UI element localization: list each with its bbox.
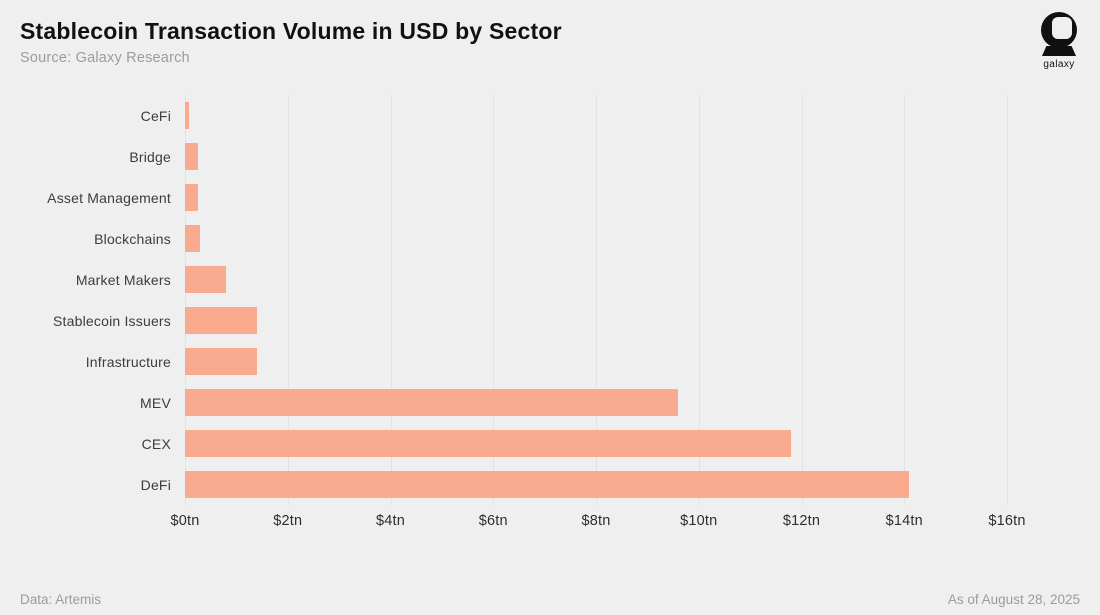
as-of-date: As of August 28, 2025 bbox=[947, 592, 1080, 607]
bar-row: Bridge bbox=[0, 136, 1100, 177]
x-tick-label: $8tn bbox=[581, 513, 611, 529]
x-tick-label: $14tn bbox=[885, 513, 923, 529]
bar bbox=[185, 430, 792, 457]
category-label: Blockchains bbox=[94, 230, 171, 247]
logo-base-shape bbox=[1042, 46, 1076, 56]
bar-track bbox=[185, 307, 1007, 334]
bar-track bbox=[185, 102, 1007, 129]
category-label: MEV bbox=[140, 394, 171, 411]
bar-track bbox=[185, 225, 1007, 252]
source-note: Source: Galaxy Research bbox=[20, 50, 190, 66]
data-attribution: Data: Artemis bbox=[20, 592, 102, 607]
galaxy-logo-icon bbox=[1039, 12, 1079, 57]
bar-row: Asset Management bbox=[0, 177, 1100, 218]
bar-track bbox=[185, 430, 1007, 457]
bar bbox=[185, 348, 257, 375]
bar-track bbox=[185, 471, 1007, 498]
page-title: Stablecoin Transaction Volume in USD by … bbox=[20, 18, 562, 44]
x-tick-label: $12tn bbox=[782, 513, 821, 529]
x-tick-label: $16tn bbox=[988, 513, 1026, 529]
category-label: CeFi bbox=[140, 107, 171, 124]
bar-row: CeFi bbox=[0, 95, 1100, 136]
bar-row: CEX bbox=[0, 423, 1100, 464]
bar bbox=[185, 143, 198, 170]
bar-row: Blockchains bbox=[0, 218, 1100, 259]
bar bbox=[185, 307, 257, 334]
bar-chart: CeFi Bridge Asset Management Blockchains Mar… bbox=[0, 95, 1100, 505]
bar-track bbox=[185, 266, 1007, 293]
bar-track bbox=[185, 184, 1007, 211]
bar-track bbox=[185, 348, 1007, 375]
x-tick-label: $2tn bbox=[273, 513, 303, 529]
bar-track bbox=[185, 389, 1007, 416]
bar bbox=[185, 266, 227, 293]
x-tick-label: $0tn bbox=[170, 513, 200, 529]
bar bbox=[185, 225, 201, 252]
x-tick-label: $10tn bbox=[680, 513, 718, 529]
bar-row: MEV bbox=[0, 382, 1100, 423]
category-label: Stablecoin Issuers bbox=[53, 312, 171, 329]
galaxy-logo: galaxy bbox=[1036, 12, 1082, 70]
x-tick-label: $6tn bbox=[478, 513, 508, 529]
x-axis: $0tn $2tn $4tn $6tn $8tn $10tn $12tn $14tn $16tn bbox=[170, 513, 1025, 535]
bar-row: DeFi bbox=[0, 464, 1100, 505]
category-label: Infrastructure bbox=[85, 353, 171, 370]
x-tick-label: $4tn bbox=[375, 513, 406, 529]
category-label: Bridge bbox=[129, 148, 171, 165]
galaxy-logo-wordmark: galaxy bbox=[1043, 59, 1075, 70]
bar bbox=[185, 389, 679, 416]
bar-track bbox=[185, 143, 1007, 170]
bar-row: Infrastructure bbox=[0, 341, 1100, 382]
category-label: DeFi bbox=[140, 476, 171, 493]
bar-row: Stablecoin Issuers bbox=[0, 300, 1100, 341]
category-label: Market Makers bbox=[75, 271, 171, 288]
bar bbox=[185, 102, 190, 129]
bar bbox=[185, 184, 199, 211]
bar-row: Market Makers bbox=[0, 259, 1100, 300]
category-label: Asset Management bbox=[47, 189, 171, 206]
bar bbox=[185, 471, 910, 498]
logo-cutout-shape bbox=[1052, 17, 1072, 39]
category-label: CEX bbox=[141, 435, 171, 452]
